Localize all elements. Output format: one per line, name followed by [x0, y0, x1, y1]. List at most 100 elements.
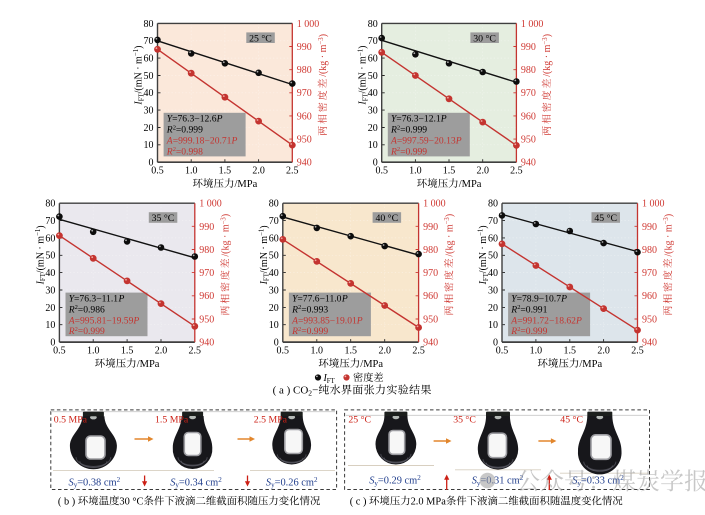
svg-text:2.5: 2.5 — [286, 166, 299, 177]
svg-text:1.0: 1.0 — [87, 346, 100, 357]
svg-text:I: I — [134, 101, 145, 106]
svg-text:R: R — [390, 146, 397, 157]
svg-text:0.5: 0.5 — [277, 346, 290, 357]
svg-text:0: 0 — [274, 338, 279, 349]
svg-text:25 °C: 25 °C — [249, 33, 272, 44]
svg-text:=0.33 cm: =0.33 cm — [581, 476, 620, 487]
svg-text:): ) — [478, 225, 489, 228]
svg-text:30: 30 — [368, 106, 378, 117]
svg-text:): ) — [663, 214, 674, 217]
svg-text:1 000: 1 000 — [642, 199, 665, 210]
svg-text:FT: FT — [363, 93, 370, 102]
svg-text:R: R — [291, 304, 298, 315]
svg-text:/(kg · m: /(kg · m — [221, 224, 232, 256]
svg-text:20: 20 — [488, 303, 498, 314]
svg-text:0: 0 — [493, 338, 498, 349]
svg-text:60: 60 — [488, 233, 498, 244]
svg-text:P: P — [575, 315, 582, 326]
svg-text:/(kg · m: /(kg · m — [542, 44, 553, 76]
svg-text:0: 0 — [50, 338, 55, 349]
svg-text:2: 2 — [298, 304, 301, 311]
svg-text:970: 970 — [297, 88, 312, 99]
svg-text:40: 40 — [144, 88, 154, 99]
svg-text:/(mN · m: /(mN · m — [35, 236, 46, 273]
svg-text:990: 990 — [297, 42, 312, 53]
svg-text:( b ): ( b ) — [58, 496, 75, 507]
svg-text:2.0: 2.0 — [597, 346, 610, 357]
svg-text:A: A — [68, 315, 75, 326]
svg-text:30 °C: 30 °C — [119, 496, 143, 507]
svg-text:R: R — [390, 125, 397, 136]
svg-text:2: 2 — [117, 476, 121, 484]
svg-text:1 000: 1 000 — [199, 199, 222, 210]
svg-text:940: 940 — [521, 158, 536, 169]
svg-text:=995.81−19.59: =995.81−19.59 — [75, 315, 134, 326]
svg-text:2.5: 2.5 — [510, 166, 523, 177]
svg-text:80: 80 — [488, 199, 498, 210]
svg-text:/MPa: /MPa — [235, 179, 258, 190]
svg-text:960: 960 — [521, 111, 536, 122]
svg-text:P: P — [560, 294, 567, 305]
svg-text:1.5: 1.5 — [219, 166, 232, 177]
svg-text:2.0: 2.0 — [378, 346, 391, 357]
svg-text:2: 2 — [173, 124, 176, 131]
svg-text:R: R — [291, 326, 298, 337]
svg-text:45 °C: 45 °C — [594, 213, 617, 224]
svg-text:70: 70 — [368, 36, 378, 47]
svg-text:2: 2 — [75, 304, 78, 311]
svg-text:1.5 MPa: 1.5 MPa — [155, 414, 189, 425]
svg-text:/MPa: /MPa — [137, 359, 160, 370]
svg-text:FT: FT — [264, 272, 271, 281]
svg-text:=76.3−12.6: =76.3−12.6 — [172, 114, 217, 125]
svg-text:=0.999: =0.999 — [400, 125, 427, 136]
svg-text:950: 950 — [297, 135, 312, 146]
svg-text:60: 60 — [269, 233, 279, 244]
svg-text:1 000: 1 000 — [423, 199, 446, 210]
svg-text:2: 2 — [314, 476, 318, 484]
svg-text:): ) — [542, 34, 553, 37]
svg-text:P: P — [132, 315, 139, 326]
svg-text:2: 2 — [75, 326, 78, 333]
svg-text:990: 990 — [521, 42, 536, 53]
svg-text:40: 40 — [269, 268, 279, 279]
svg-text:30: 30 — [488, 285, 498, 296]
svg-text:/(mN · m: /(mN · m — [259, 236, 270, 273]
svg-text:2.0: 2.0 — [252, 166, 265, 177]
svg-text:FT: FT — [327, 378, 336, 385]
svg-text:940: 940 — [423, 338, 438, 349]
svg-text:2: 2 — [218, 476, 222, 484]
svg-text:2.5: 2.5 — [189, 346, 202, 357]
svg-text:40: 40 — [488, 268, 498, 279]
svg-text:R: R — [68, 326, 75, 337]
svg-text:): ) — [358, 46, 369, 49]
svg-text:/(kg · m: /(kg · m — [663, 224, 674, 256]
svg-text:1.0: 1.0 — [311, 346, 324, 357]
svg-text:=0.29 cm: =0.29 cm — [378, 476, 417, 487]
svg-text:1.0: 1.0 — [530, 346, 543, 357]
svg-text:35 °C: 35 °C — [453, 414, 476, 425]
svg-text:970: 970 — [199, 268, 214, 279]
svg-text:70: 70 — [269, 216, 279, 227]
svg-text:990: 990 — [423, 222, 438, 233]
svg-text:940: 940 — [199, 338, 214, 349]
svg-text:=76.3−11.1: =76.3−11.1 — [74, 294, 118, 305]
svg-text:=76.3−12.1: =76.3−12.1 — [396, 114, 441, 125]
svg-text:S: S — [369, 476, 375, 487]
svg-text:): ) — [134, 46, 145, 49]
svg-text:I: I — [35, 280, 46, 285]
svg-text:S: S — [170, 477, 176, 488]
svg-text:1 000: 1 000 — [521, 19, 544, 30]
svg-text:−1: −1 — [133, 49, 140, 56]
svg-text:2: 2 — [173, 146, 176, 153]
svg-text:): ) — [259, 225, 270, 228]
svg-text:2: 2 — [520, 474, 524, 482]
svg-text:50: 50 — [144, 71, 154, 82]
svg-text:S: S — [572, 476, 578, 487]
svg-text:/(kg · m: /(kg · m — [318, 44, 329, 76]
svg-text:960: 960 — [297, 111, 312, 122]
svg-text:0: 0 — [373, 158, 378, 169]
svg-text:2.5: 2.5 — [412, 346, 425, 357]
svg-text:FT: FT — [483, 272, 490, 281]
svg-text:980: 980 — [423, 245, 438, 256]
svg-text:I: I — [259, 280, 270, 285]
